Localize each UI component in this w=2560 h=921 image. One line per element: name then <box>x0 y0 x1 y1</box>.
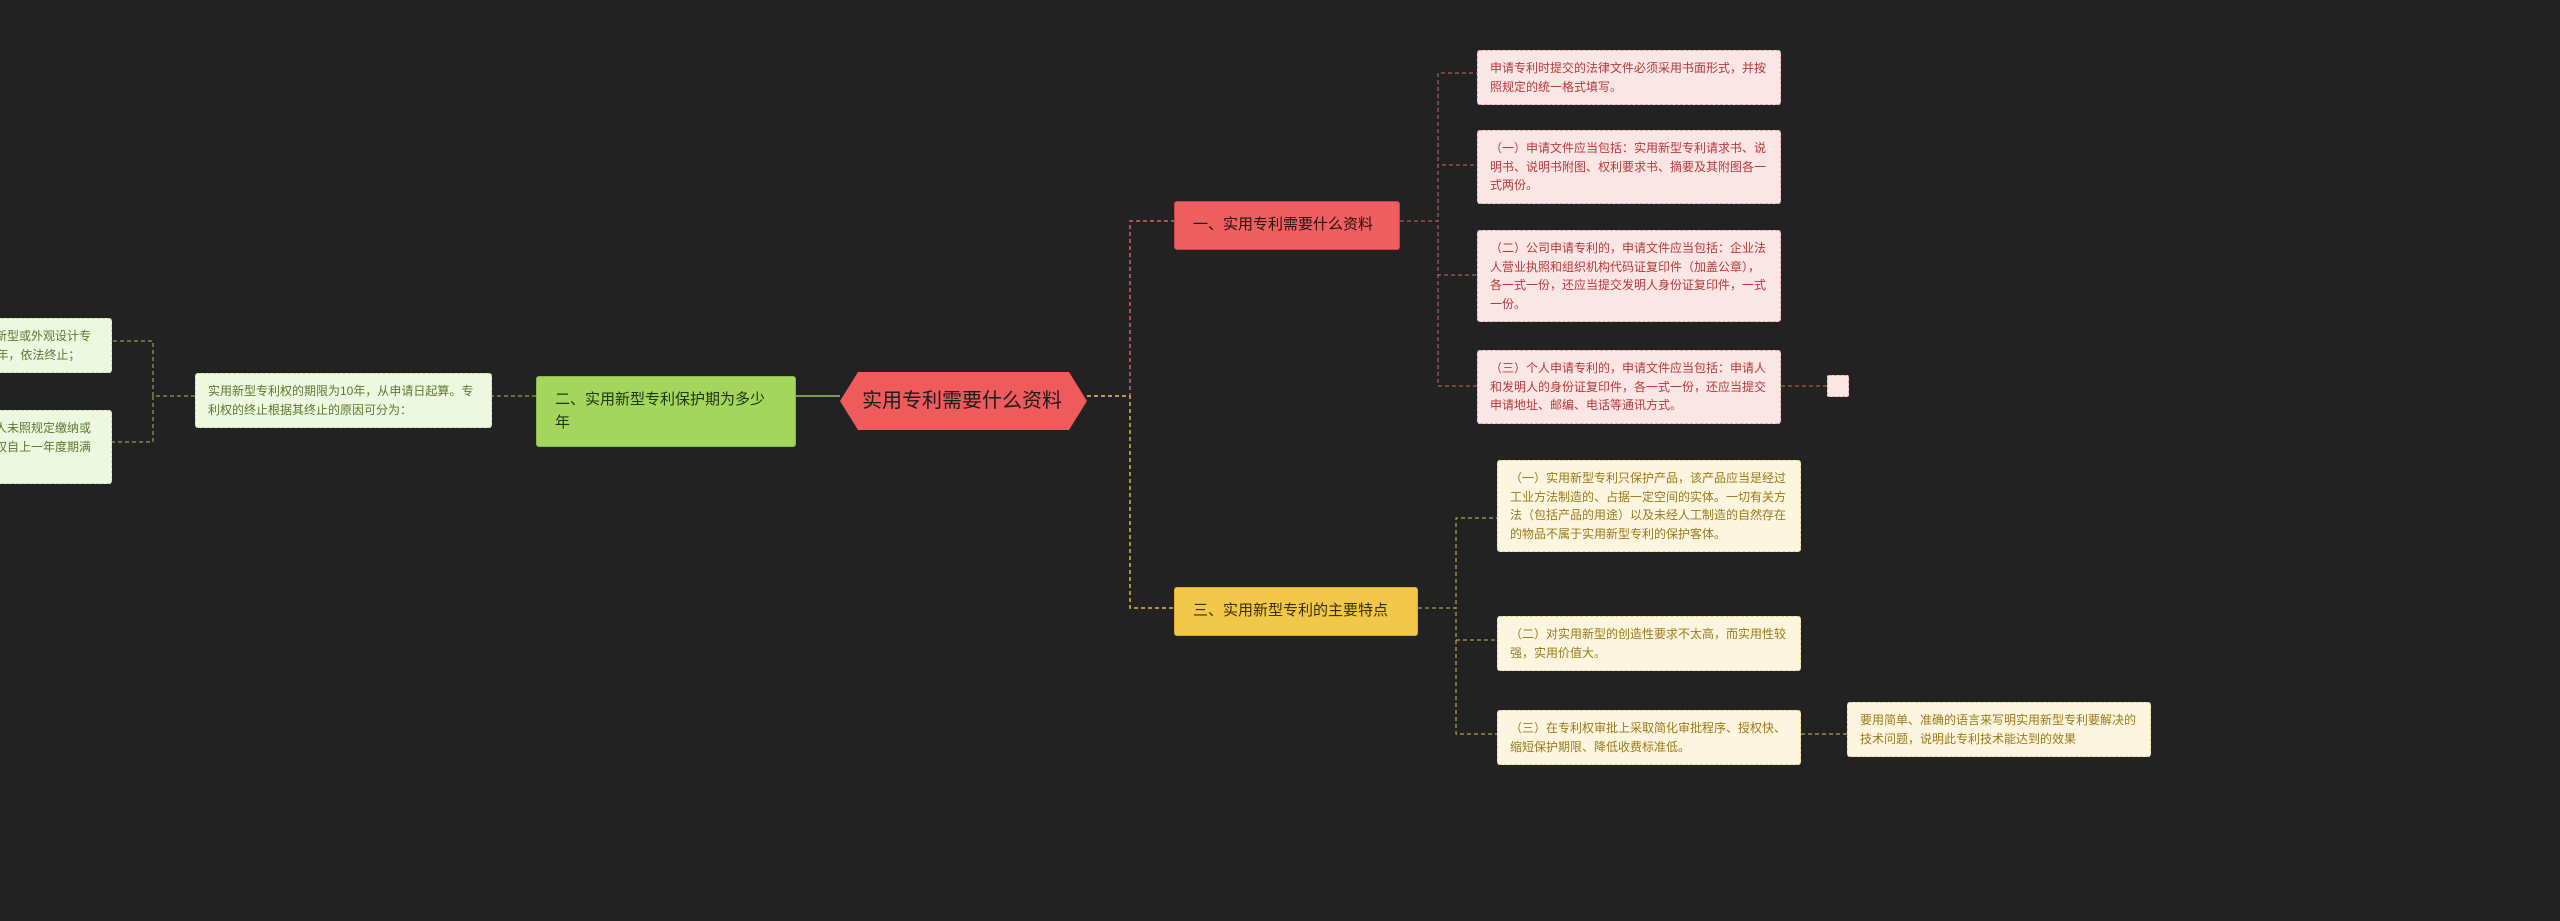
leaf-b1-4[interactable]: （三）个人申请专利的，申请文件应当包括：申请人和发明人的身份证复印件，各一式一份… <box>1477 350 1781 424</box>
root-node[interactable]: 实用专利需要什么资料 <box>840 372 1087 430</box>
leaf-b1-1[interactable]: 申请专利时提交的法律文件必须采用书面形式，并按照规定的统一格式填写。 <box>1477 50 1781 105</box>
leaf-b2-1-1[interactable]: （一）期限届满终止：实用新型或外观设计专利权自申请日起算维持满10年，依法终止； <box>0 318 112 373</box>
leaf-b1-4-child-empty[interactable] <box>1827 375 1849 397</box>
leaf-b1-2[interactable]: （一）申请文件应当包括：实用新型专利请求书、说明书、说明书附图、权利要求书、摘要… <box>1477 130 1781 204</box>
connector-lines <box>0 0 2560 921</box>
branch-1[interactable]: 一、实用专利需要什么资料 <box>1174 201 1400 250</box>
leaf-b2-1-2[interactable]: （二）未缴费终止：专利权人未照规定缴纳或缴足年费及滞纳金的，专利权自上一年度期满… <box>0 410 112 484</box>
branch-2[interactable]: 二、实用新型专利保护期为多少年 <box>536 376 796 447</box>
leaf-b1-3[interactable]: （二）公司申请专利的，申请文件应当包括：企业法人营业执照和组织机构代码证复印件（… <box>1477 230 1781 322</box>
leaf-b3-3-1[interactable]: 要用简单、准确的语言来写明实用新型专利要解决的技术问题，说明此专利技术能达到的效… <box>1847 702 2151 757</box>
leaf-b3-2[interactable]: （二）对实用新型的创造性要求不太高，而实用性较强，实用价值大。 <box>1497 616 1801 671</box>
branch-3[interactable]: 三、实用新型专利的主要特点 <box>1174 587 1418 636</box>
leaf-b3-1[interactable]: （一）实用新型专利只保护产品，该产品应当是经过工业方法制造的、占据一定空间的实体… <box>1497 460 1801 552</box>
leaf-b2-1[interactable]: 实用新型专利权的期限为10年，从申请日起算。专利权的终止根据其终止的原因可分为： <box>195 373 492 428</box>
leaf-b3-3[interactable]: （三）在专利权审批上采取简化审批程序、授权快、缩短保护期限、降低收费标准低。 <box>1497 710 1801 765</box>
